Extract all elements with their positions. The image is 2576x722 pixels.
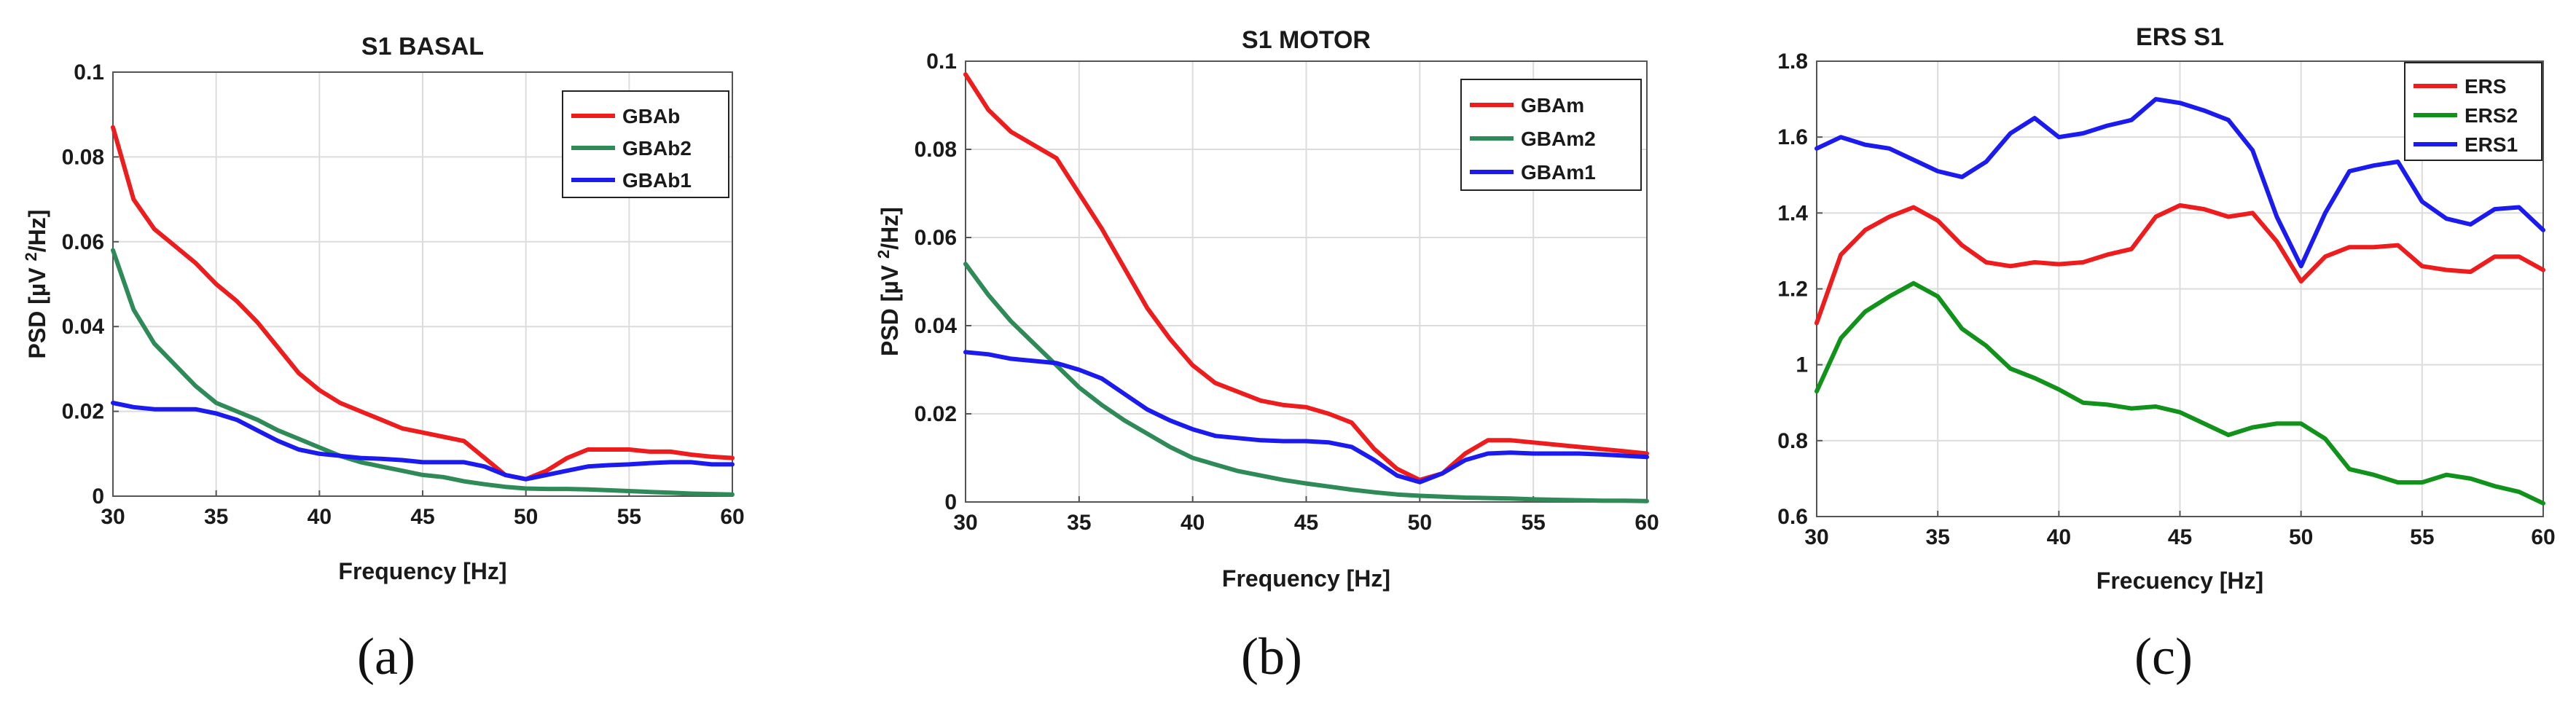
- x-tick-label: 55: [1521, 511, 1545, 535]
- panel-caption: (b): [1241, 627, 1302, 686]
- y-tick-label: 1.8: [1777, 50, 1808, 74]
- legend-label-gbam1: GBAm1: [1521, 161, 1596, 184]
- legend-box: [562, 90, 729, 198]
- legend-label-ers1: ERS1: [2465, 133, 2518, 156]
- y-tick-label: 0: [944, 490, 957, 514]
- x-tick-label: 55: [617, 505, 641, 529]
- y-tick-label: 1.6: [1777, 125, 1808, 149]
- series-line-gbab2: [111, 248, 735, 497]
- series-line-gbam1: [963, 350, 1649, 484]
- legend: GBAb GBAb2 GBAb1: [562, 90, 729, 198]
- x-tick-label: 30: [953, 511, 977, 535]
- panel-caption: (c): [2134, 627, 2193, 686]
- x-tick-label: 45: [1294, 511, 1318, 535]
- series-line-ers2: [1814, 280, 2545, 506]
- y-tick-label: 0.1: [926, 50, 957, 74]
- y-axis-label-unit: /Hz]: [877, 207, 903, 250]
- x-tick-label: 50: [2289, 525, 2313, 549]
- y-tick-label: 0.04: [915, 314, 958, 338]
- x-tick-label: 50: [1408, 511, 1432, 535]
- y-tick-label: 0.06: [915, 226, 957, 250]
- y-tick-label: 0.08: [915, 138, 957, 162]
- series-line-gbam2: [963, 262, 1649, 503]
- x-tick-label: 55: [2410, 525, 2434, 549]
- y-tick-label: 0.1: [74, 60, 104, 85]
- y-axis-label-main: PSD [µV: [24, 261, 50, 358]
- series-line-ers1: [1814, 97, 2545, 269]
- y-tick-label: 0.06: [62, 230, 104, 254]
- x-axis-label: Frequency [Hz]: [338, 558, 506, 584]
- y-tick-label: 0.02: [915, 402, 957, 426]
- x-tick-label: 60: [2531, 525, 2555, 549]
- x-tick-label: 40: [1181, 511, 1205, 535]
- chart-panel-c: 30 35 40 45 50 55 60 0.6 0.8 1 1.2 1.4 1.6 1.8 ERS S1 F…: [1777, 23, 2555, 686]
- x-tick-label: 60: [720, 505, 744, 529]
- legend-label-gbab2: GBAb2: [622, 137, 692, 160]
- x-tick-label: 40: [2047, 525, 2071, 549]
- y-tick-label: 1.4: [1777, 201, 1808, 225]
- chart-title: S1 MOTOR: [1242, 26, 1371, 54]
- x-tick-label: 35: [1067, 511, 1091, 535]
- series-line-gbab1: [111, 401, 735, 482]
- y-axis-label: PSD [µV 2/Hz]: [874, 207, 903, 356]
- y-tick-label: 1.2: [1777, 278, 1808, 302]
- x-tick-label: 30: [1804, 525, 1828, 549]
- y-tick-label: 0.8: [1777, 429, 1808, 453]
- legend-label-ers: ERS: [2465, 75, 2507, 98]
- legend-label-gbab: GBAb: [622, 105, 680, 127]
- series-line-ers: [1814, 203, 2545, 326]
- y-tick-label: 0.08: [62, 145, 104, 169]
- legend-label-gbab1: GBAb1: [622, 169, 692, 192]
- legend-label-gbam: GBAm: [1521, 94, 1584, 117]
- y-axis-label: PSD [µV 2/Hz]: [22, 210, 50, 359]
- legend: GBAm GBAm2 GBAm1: [1460, 79, 1642, 191]
- legend: ERS ERS2 ERS1: [2404, 62, 2542, 161]
- x-tick-label: 40: [308, 505, 332, 529]
- y-tick-label: 0.02: [62, 400, 104, 424]
- x-axis-label: Frequency [Hz]: [1222, 565, 1390, 592]
- y-axis-label-superscript: 2: [22, 252, 40, 261]
- panel-caption: (a): [357, 627, 415, 686]
- series-line-gbab: [111, 125, 735, 482]
- legend-label-ers2: ERS2: [2465, 104, 2518, 127]
- x-tick-label: 50: [514, 505, 538, 529]
- chart-title: S1 BASAL: [361, 33, 484, 60]
- chart-panel-b: 30 35 40 45 50 55 60 0 0.02 0.04 0.06 0.08 0.1 S1 MOT…: [874, 26, 1659, 686]
- x-tick-label: 35: [1925, 525, 1949, 549]
- y-axis-label-main: PSD [µV: [877, 259, 903, 356]
- y-tick-label: 0: [92, 484, 104, 509]
- x-tick-label: 30: [101, 505, 125, 529]
- chart-panel-a: 30 35 40 45 50 55 60 0 0.02 0.04 0.06 0.08 0.1 S1 BAS…: [22, 33, 745, 686]
- y-axis-label-unit: /Hz]: [24, 210, 50, 253]
- x-axis-label: Frecuency [Hz]: [2097, 568, 2263, 594]
- chart-title: ERS S1: [2136, 23, 2224, 51]
- x-tick-label: 35: [204, 505, 228, 529]
- series-line-gbam: [963, 72, 1649, 482]
- y-tick-label: 1: [1796, 353, 1808, 377]
- y-axis-label-superscript: 2: [874, 250, 893, 259]
- x-tick-label: 60: [1635, 511, 1659, 535]
- legend-label-gbam2: GBAm2: [1521, 127, 1596, 150]
- y-tick-label: 0.6: [1777, 505, 1808, 529]
- x-tick-label: 45: [2168, 525, 2192, 549]
- y-tick-label: 0.04: [62, 315, 105, 339]
- x-tick-label: 45: [410, 505, 434, 529]
